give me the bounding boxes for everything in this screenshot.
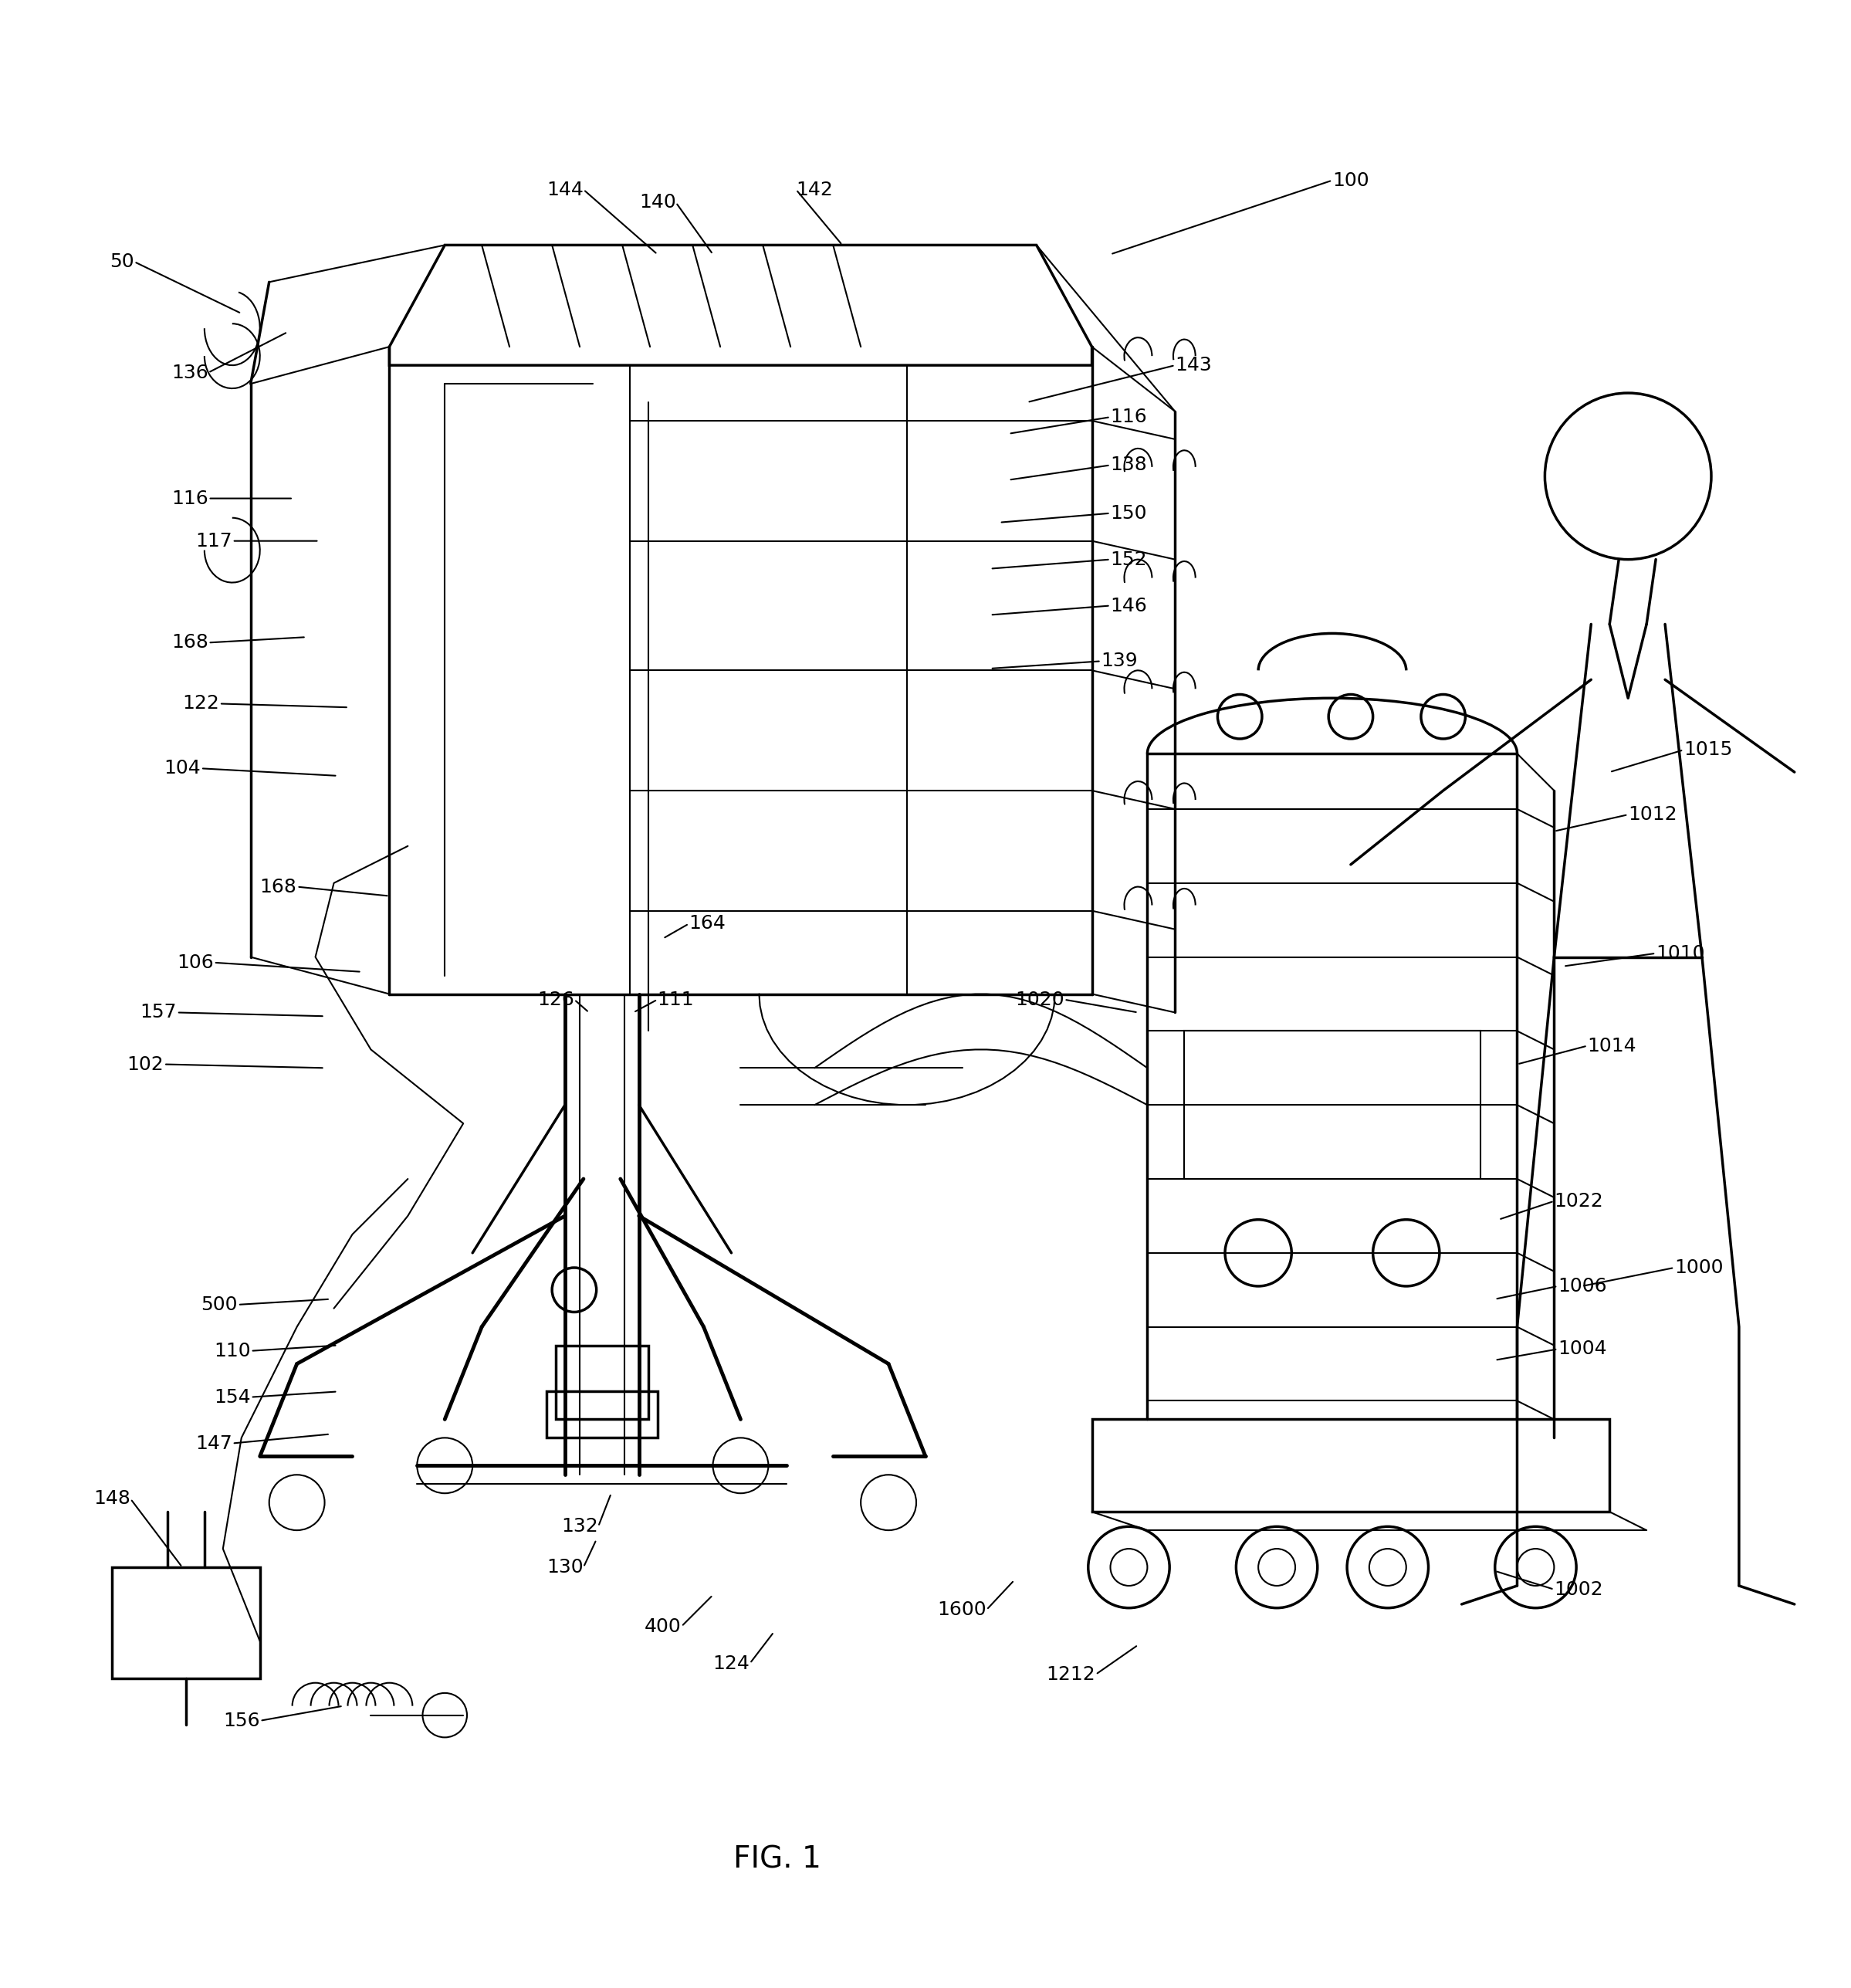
Text: 164: 164 [689, 914, 726, 932]
Text: 117: 117 [196, 531, 231, 551]
Text: 140: 140 [639, 193, 676, 213]
Text: 1600: 1600 [937, 1600, 987, 1618]
Text: 147: 147 [196, 1433, 231, 1453]
Text: 138: 138 [1111, 455, 1148, 475]
Text: 168: 168 [170, 634, 207, 652]
Text: 102: 102 [128, 1056, 163, 1074]
Text: 1012: 1012 [1629, 805, 1677, 823]
Bar [555, 1346, 648, 1419]
Text: 168: 168 [259, 877, 296, 897]
Text: 122: 122 [181, 694, 218, 714]
Text: 143: 143 [1175, 356, 1212, 374]
Text: 1014: 1014 [1588, 1036, 1636, 1056]
Text: 1000: 1000 [1675, 1258, 1723, 1276]
Text: 130: 130 [546, 1559, 583, 1576]
Text: 148: 148 [94, 1489, 130, 1509]
Text: 132: 132 [561, 1517, 598, 1537]
Text: 100: 100 [1333, 171, 1370, 189]
Bar [113, 1567, 259, 1678]
Text: 124: 124 [713, 1654, 750, 1672]
Text: 110: 110 [215, 1342, 250, 1360]
Text: 152: 152 [1111, 551, 1148, 569]
Text: 500: 500 [202, 1296, 237, 1314]
Text: 111: 111 [657, 990, 694, 1008]
Text: 154: 154 [215, 1388, 250, 1406]
Text: 139: 139 [1101, 652, 1138, 670]
Text: 156: 156 [224, 1712, 259, 1730]
Text: 1015: 1015 [1684, 742, 1733, 759]
Text: 400: 400 [644, 1616, 681, 1636]
Text: 106: 106 [178, 954, 213, 972]
Text: 50: 50 [109, 252, 133, 270]
Text: 144: 144 [546, 181, 583, 199]
Text: 126: 126 [537, 990, 574, 1008]
Text: 1002: 1002 [1555, 1580, 1603, 1598]
Text: 116: 116 [172, 489, 207, 507]
Text: 1006: 1006 [1559, 1276, 1607, 1296]
Text: 104: 104 [165, 759, 200, 777]
Text: 116: 116 [1111, 408, 1148, 425]
Text: 1022: 1022 [1555, 1193, 1603, 1211]
Text: 150: 150 [1111, 503, 1148, 523]
Text: 1010: 1010 [1657, 944, 1705, 962]
Text: 1020: 1020 [1014, 990, 1064, 1008]
Text: FIG. 1: FIG. 1 [733, 1845, 822, 1875]
Text: 1004: 1004 [1559, 1340, 1607, 1358]
Text: 142: 142 [796, 181, 833, 199]
Text: 157: 157 [141, 1004, 176, 1022]
Bar [546, 1392, 657, 1437]
Text: 146: 146 [1111, 596, 1148, 614]
Bar [1185, 1032, 1481, 1179]
Text: 136: 136 [172, 364, 207, 382]
Text: 1212: 1212 [1046, 1666, 1096, 1684]
